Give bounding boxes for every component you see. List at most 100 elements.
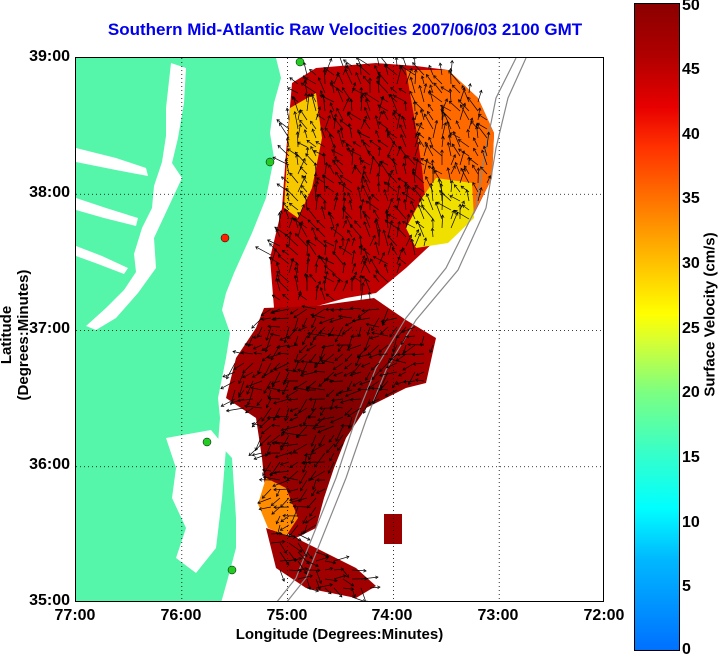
velocity-arrow [383,230,389,247]
velocity-arrow [321,344,335,348]
velocity-arrow-head [357,131,362,136]
velocity-arrows [220,58,492,601]
velocity-arrow-head [289,311,294,315]
velocity-arrow [311,434,317,447]
velocity-arrow-head [285,561,290,566]
velocity-arrow-head [307,460,311,465]
velocity-arrow [376,80,389,94]
velocity-arrow-head [328,164,332,168]
velocity-arrow-head [400,134,404,138]
velocity-arrow [358,326,362,337]
velocity-arrow [447,142,452,157]
velocity-arrow [287,193,290,202]
velocity-arrow-head [430,227,435,232]
velocity-arrow-head [314,463,318,468]
velocity-arrow-head [398,373,402,377]
velocity-arrow [305,93,308,103]
velocity-arrow-head [251,452,256,457]
velocity-arrow-head [298,423,302,428]
velocity-arrow-head [256,402,261,406]
velocity-arrow [427,104,434,112]
velocity-arrow [413,362,425,365]
velocity-arrow-head [252,346,257,350]
velocity-arrow [329,317,344,323]
velocity-arrow-head [323,243,328,248]
velocity-arrow-head [325,307,329,312]
velocity-arrow [279,212,281,229]
velocity-arrow [396,249,403,265]
velocity-arrow [347,113,353,121]
velocity-arrow-head [313,369,318,374]
velocity-arrow-head [329,566,334,571]
velocity-arrow-head [288,451,292,455]
velocity-arrow [347,192,353,202]
velocity-arrow [377,173,380,184]
velocity-arrow-head [401,220,406,225]
velocity-arrow [402,247,407,256]
velocity-arrow-head [306,207,311,211]
velocity-arrow [473,148,479,157]
velocity-arrow [387,235,398,247]
velocity-arrow-head [245,384,249,389]
velocity-arrow-head [397,177,402,181]
sound-water [166,430,226,573]
velocity-arrow [246,380,254,395]
velocity-arrow-head [417,141,421,145]
velocity-arrow-head [389,169,394,174]
velocity-arrow-head [293,368,297,373]
velocity-arrow [328,211,335,229]
velocity-arrow-head [399,248,403,253]
velocity-arrow [279,542,287,554]
velocity-arrow-head [294,232,299,237]
velocity-arrow [383,189,389,202]
velocity-arrow [337,344,344,352]
velocity-arrow [388,173,398,184]
velocity-arrow [274,441,290,445]
velocity-arrow [294,353,299,363]
velocity-arrow-head [462,102,467,107]
velocity-arrow [380,160,389,166]
velocity-arrow-head [315,194,320,198]
velocity-arrow [366,323,380,328]
x-tick-label: 74:00 [371,607,413,624]
velocity-arrow [276,183,290,193]
velocity-arrow [367,326,371,336]
velocity-arrow [270,362,281,373]
velocity-arrow [402,192,416,202]
velocity-arrow-head [258,507,263,511]
velocity-arrow-head [332,560,337,565]
velocity-arrow [334,353,344,361]
velocity-arrow [304,129,308,139]
velocity-arrow-head [321,94,326,98]
velocity-arrow [313,150,326,157]
velocity-arrow [361,160,371,166]
velocity-arrow-head [344,279,349,284]
velocity-arrow-head [440,149,444,153]
velocity-arrow-head [357,333,361,338]
velocity-arrow [276,488,281,497]
velocity-arrow-head [418,121,423,126]
velocity-arrow-head [352,594,356,598]
velocity-arrow-head [299,480,303,485]
velocity-arrow-head [372,234,376,239]
velocity-arrow [324,127,335,139]
velocity-arrow [432,120,438,139]
velocity-arrow [311,317,317,328]
velocity-arrow-head [363,247,367,252]
velocity-arrow [323,153,326,166]
velocity-arrow [378,121,389,130]
velocity-arrow-head [350,276,354,281]
velocity-arrow [238,389,245,398]
velocity-arrow-head [329,457,333,462]
velocity-arrow [262,469,272,472]
velocity-arrow-head [411,171,416,176]
velocity-arrow [259,506,272,510]
velocity-arrow-head [300,184,305,189]
velocity-arrow [261,425,272,435]
velocity-arrow [315,194,318,211]
velocity-arrow-head [288,231,293,235]
velocity-arrow [410,77,416,94]
velocity-arrow [380,97,389,103]
velocity-arrow-head [255,246,259,250]
velocity-arrow-head [295,434,300,438]
